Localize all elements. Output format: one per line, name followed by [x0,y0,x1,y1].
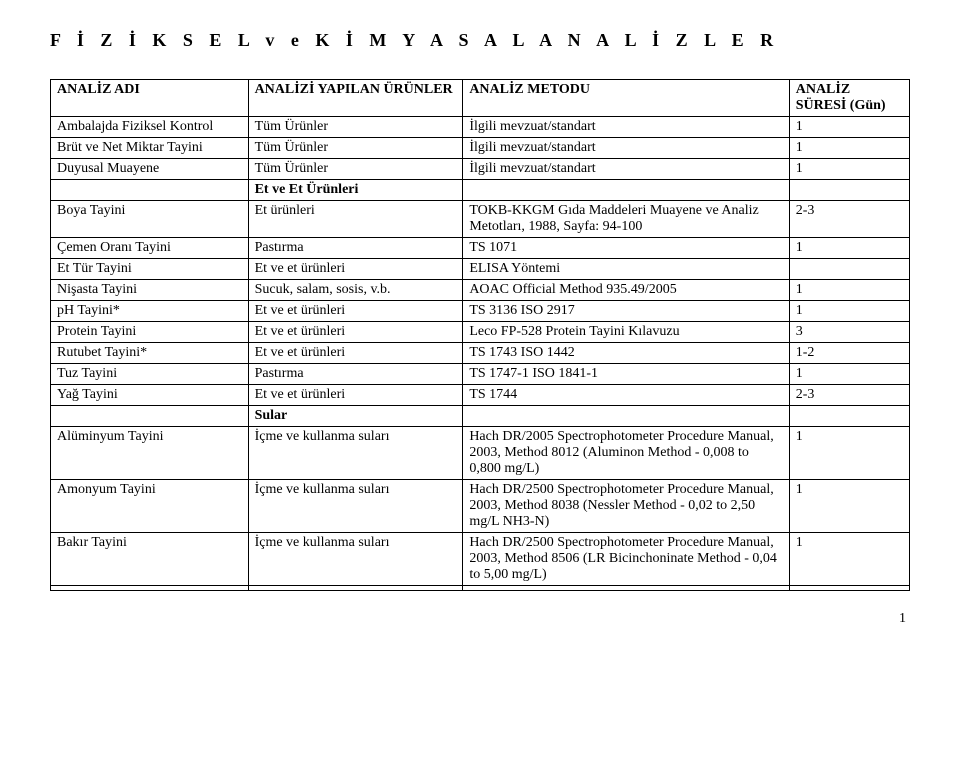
cell-c2: Et ve et ürünleri [248,301,463,322]
table-row: Protein TayiniEt ve et ürünleriLeco FP-5… [51,322,910,343]
cell-c2 [248,586,463,591]
cell-c4: 1 [789,159,909,180]
table-row: Tuz TayiniPastırmaTS 1747-1 ISO 1841-11 [51,364,910,385]
header-urunler: ANALİZİ YAPILAN ÜRÜNLER [248,80,463,117]
cell-c2: Tüm Ürünler [248,159,463,180]
cell-c2: Pastırma [248,364,463,385]
table-row: Duyusal MuayeneTüm Ürünlerİlgili mevzuat… [51,159,910,180]
cell-c3: TS 1071 [463,238,789,259]
cell-c2: İçme ve kullanma suları [248,427,463,480]
cell-c3: TS 1747-1 ISO 1841-1 [463,364,789,385]
header-metodu: ANALİZ METODU [463,80,789,117]
table-row: Bakır Tayiniİçme ve kullanma sularıHach … [51,533,910,586]
cell-c4: 3 [789,322,909,343]
cell-c4: 1 [789,280,909,301]
table-row: Et ve Et Ürünleri [51,180,910,201]
cell-c4: 1 [789,533,909,586]
header-analiz-adi: ANALİZ ADI [51,80,249,117]
cell-c3: TS 1743 ISO 1442 [463,343,789,364]
cell-c3: İlgili mevzuat/standart [463,138,789,159]
table-row: Ambalajda Fiziksel KontrolTüm Ürünlerİlg… [51,117,910,138]
cell-c4: 1 [789,238,909,259]
cell-c4: 1 [789,138,909,159]
cell-c1: Ambalajda Fiziksel Kontrol [51,117,249,138]
table-row: Boya TayiniEt ürünleriTOKB-KKGM Gıda Mad… [51,201,910,238]
cell-c2: Sucuk, salam, sosis, v.b. [248,280,463,301]
table-row: pH Tayini*Et ve et ürünleriTS 3136 ISO 2… [51,301,910,322]
cell-c3: ELISA Yöntemi [463,259,789,280]
table-row [51,586,910,591]
cell-c1: Nişasta Tayini [51,280,249,301]
table-row: Alüminyum Tayiniİçme ve kullanma sularıH… [51,427,910,480]
section-empty-cell [51,180,249,201]
cell-c2: İçme ve kullanma suları [248,533,463,586]
cell-c1: Tuz Tayini [51,364,249,385]
table-row: Amonyum Tayiniİçme ve kullanma sularıHac… [51,480,910,533]
cell-c2: Et ve et ürünleri [248,343,463,364]
page-title: F İ Z İ K S E L v e K İ M Y A S A L A N … [50,30,910,51]
cell-c1: Boya Tayini [51,201,249,238]
cell-c1: Bakır Tayini [51,533,249,586]
cell-c1 [51,586,249,591]
cell-c2: Tüm Ürünler [248,138,463,159]
cell-c4: 2-3 [789,385,909,406]
cell-c2: Et ve et ürünleri [248,322,463,343]
cell-c1: Brüt ve Net Miktar Tayini [51,138,249,159]
cell-c4: 2-3 [789,201,909,238]
cell-c4: 1-2 [789,343,909,364]
cell-c3: Hach DR/2500 Spectrophotometer Procedure… [463,533,789,586]
cell-c1: Amonyum Tayini [51,480,249,533]
cell-c1: Duyusal Muayene [51,159,249,180]
cell-c3: İlgili mevzuat/standart [463,159,789,180]
cell-c4: 1 [789,427,909,480]
table-row: Rutubet Tayini*Et ve et ürünleriTS 1743 … [51,343,910,364]
cell-c4: 1 [789,480,909,533]
cell-c1: Alüminyum Tayini [51,427,249,480]
cell-c2: Tüm Ürünler [248,117,463,138]
section-label: Et ve Et Ürünleri [248,180,463,201]
cell-c4 [789,259,909,280]
section-empty-cell [51,406,249,427]
cell-c3: Hach DR/2500 Spectrophotometer Procedure… [463,480,789,533]
cell-c2: Et ve et ürünleri [248,385,463,406]
page-number: 1 [50,611,910,627]
table-row: Et Tür TayiniEt ve et ürünleriELISA Yönt… [51,259,910,280]
table-row: Yağ TayiniEt ve et ürünleriTS 17442-3 [51,385,910,406]
cell-c2: Pastırma [248,238,463,259]
analysis-table: ANALİZ ADI ANALİZİ YAPILAN ÜRÜNLER ANALİ… [50,79,910,591]
cell-c1: Rutubet Tayini* [51,343,249,364]
table-row: Nişasta TayiniSucuk, salam, sosis, v.b.A… [51,280,910,301]
cell-c4: 1 [789,364,909,385]
cell-c1: pH Tayini* [51,301,249,322]
table-row: Brüt ve Net Miktar TayiniTüm Ürünlerİlgi… [51,138,910,159]
cell-c3: Hach DR/2005 Spectrophotometer Procedure… [463,427,789,480]
cell-c3: AOAC Official Method 935.49/2005 [463,280,789,301]
cell-c2: İçme ve kullanma suları [248,480,463,533]
table-row: Çemen Oranı TayiniPastırmaTS 10711 [51,238,910,259]
section-empty-cell [789,406,909,427]
section-empty-cell [463,180,789,201]
cell-c1: Et Tür Tayini [51,259,249,280]
cell-c1: Protein Tayini [51,322,249,343]
cell-c2: Et ve et ürünleri [248,259,463,280]
cell-c3: İlgili mevzuat/standart [463,117,789,138]
cell-c1: Yağ Tayini [51,385,249,406]
table-row: Sular [51,406,910,427]
cell-c4: 1 [789,117,909,138]
section-empty-cell [463,406,789,427]
cell-c3: Leco FP-528 Protein Tayini Kılavuzu [463,322,789,343]
table-header-row: ANALİZ ADI ANALİZİ YAPILAN ÜRÜNLER ANALİ… [51,80,910,117]
cell-c3: TS 3136 ISO 2917 [463,301,789,322]
section-label: Sular [248,406,463,427]
section-empty-cell [789,180,909,201]
cell-c2: Et ürünleri [248,201,463,238]
header-suresi: ANALİZ SÜRESİ (Gün) [789,80,909,117]
cell-c4: 1 [789,301,909,322]
table-body: Ambalajda Fiziksel KontrolTüm Ürünlerİlg… [51,117,910,591]
cell-c4 [789,586,909,591]
cell-c3 [463,586,789,591]
cell-c1: Çemen Oranı Tayini [51,238,249,259]
cell-c3: TS 1744 [463,385,789,406]
cell-c3: TOKB-KKGM Gıda Maddeleri Muayene ve Anal… [463,201,789,238]
